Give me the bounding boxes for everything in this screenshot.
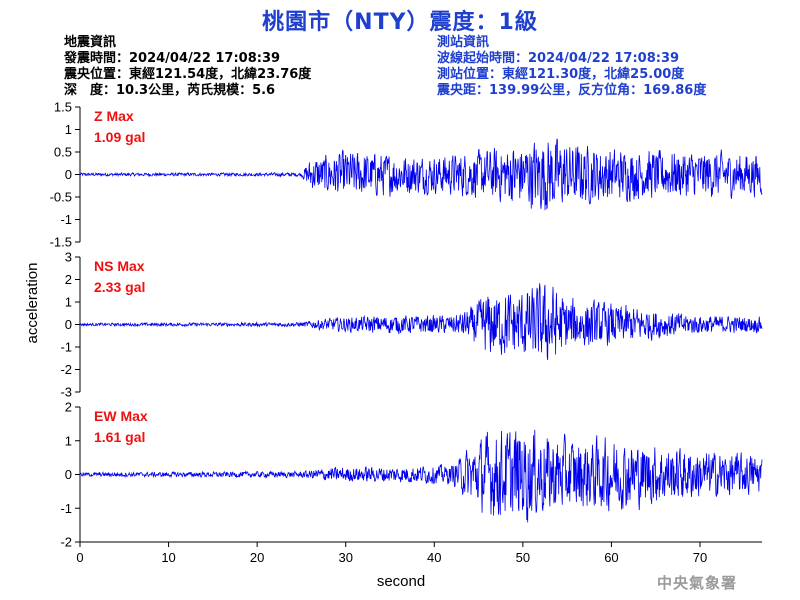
x-tick-label: 60 <box>604 550 618 565</box>
y-tick-label-Z: -0.5 <box>50 190 72 205</box>
agency-watermark: 中央氣象署 <box>657 574 738 592</box>
panel-max-NS: 2.33 gal <box>94 279 145 295</box>
y-tick-label-NS: -1 <box>60 340 72 355</box>
station-location: 測站位置：東經121.30度，北緯25.00度 <box>437 67 685 82</box>
y-tick-label-NS: -3 <box>60 385 72 400</box>
y-tick-label-NS: 3 <box>65 250 72 265</box>
waveform-EW <box>79 429 763 523</box>
y-tick-label-NS: 0 <box>65 317 72 332</box>
station-info-heading: 測站資訊 <box>437 35 490 50</box>
y-tick-label-EW: 1 <box>65 433 72 448</box>
depth-magnitude: 深 度：10.3公里，芮氏規模：5.6 <box>64 83 276 98</box>
x-tick-label: 30 <box>338 550 352 565</box>
panel-max-EW: 1.61 gal <box>94 429 145 445</box>
y-tick-label-EW: -2 <box>60 535 72 550</box>
y-tick-label-Z: 0.5 <box>54 145 72 160</box>
x-tick-label: 20 <box>250 550 264 565</box>
y-tick-label-Z: 1 <box>65 122 72 137</box>
x-tick-label: 0 <box>76 550 83 565</box>
x-axis-label: second <box>377 573 425 590</box>
origin-time: 發震時間：2024/04/22 17:08:39 <box>64 51 281 66</box>
x-tick-label: 10 <box>161 550 175 565</box>
y-tick-label-NS: 2 <box>65 272 72 287</box>
station-info-block: 測站資訊 波線起始時間：2024/04/22 17:08:39 測站位置：東經1… <box>437 35 706 99</box>
epicenter-location: 震央位置：東經121.54度，北緯23.76度 <box>64 67 312 82</box>
distance-azimuth: 震央距：139.99公里，反方位角：169.86度 <box>437 83 707 98</box>
panel-label-EW: EW Max <box>94 408 148 424</box>
waveform-NS <box>80 283 763 361</box>
chart-title: 桃園市（NTY）震度：1級 <box>262 10 538 35</box>
y-tick-label-EW: 0 <box>65 467 72 482</box>
y-tick-label-EW: -1 <box>60 501 72 516</box>
panel-label-NS: NS Max <box>94 258 145 274</box>
waveform-Z <box>79 138 763 211</box>
quake-info-heading: 地震資訊 <box>64 35 117 50</box>
y-tick-label-NS: -2 <box>60 362 72 377</box>
x-tick-label: 70 <box>693 550 707 565</box>
y-axis-label: acceleration <box>24 263 41 344</box>
y-tick-label-Z: 0 <box>65 167 72 182</box>
y-tick-label-EW: 2 <box>65 400 72 415</box>
panel-label-Z: Z Max <box>94 108 134 124</box>
quake-info-block: 地震資訊 發震時間：2024/04/22 17:08:39 震央位置：東經121… <box>64 35 311 99</box>
y-tick-label-NS: 1 <box>65 295 72 310</box>
wave-start-time: 波線起始時間：2024/04/22 17:08:39 <box>437 51 680 66</box>
y-tick-label-Z: 1.5 <box>54 100 72 115</box>
y-tick-label-Z: -1.5 <box>50 235 72 250</box>
panel-max-Z: 1.09 gal <box>94 129 145 145</box>
x-tick-label: 40 <box>427 550 441 565</box>
x-tick-label: 50 <box>516 550 530 565</box>
y-tick-label-Z: -1 <box>60 212 72 227</box>
